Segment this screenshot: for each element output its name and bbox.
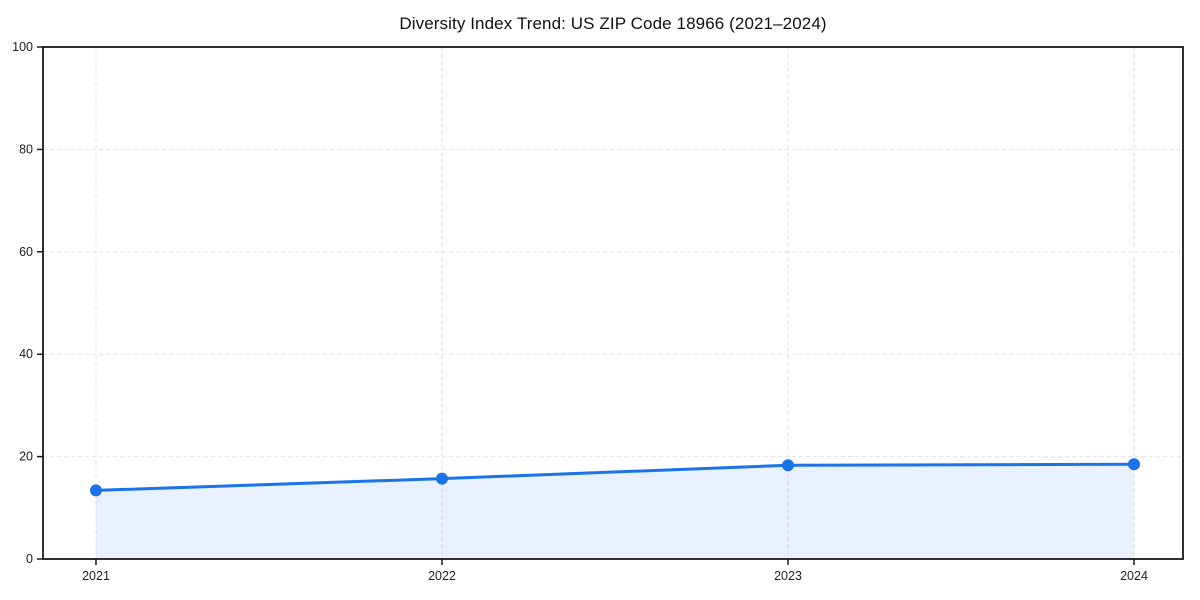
data-point-marker bbox=[782, 459, 794, 472]
data-point-marker bbox=[90, 484, 102, 497]
x-tick-label: 2024 bbox=[1120, 569, 1148, 583]
y-tick-label: 0 bbox=[26, 552, 33, 566]
y-tick-label: 60 bbox=[19, 245, 33, 259]
area-fill bbox=[96, 464, 1134, 559]
x-tick-label: 2022 bbox=[428, 569, 456, 583]
x-tick-label: 2021 bbox=[82, 569, 110, 583]
y-tick-label: 100 bbox=[12, 40, 33, 54]
y-tick-label: 20 bbox=[19, 450, 33, 464]
chart-title: Diversity Index Trend: US ZIP Code 18966… bbox=[399, 14, 827, 33]
trend-line bbox=[94, 462, 1136, 492]
y-tick-label: 40 bbox=[19, 347, 33, 361]
x-tick-label: 2023 bbox=[774, 569, 802, 583]
data-point-marker bbox=[1128, 458, 1140, 471]
y-tick-label: 80 bbox=[19, 142, 33, 156]
data-point-marker bbox=[436, 472, 448, 485]
plot-border bbox=[42, 46, 1184, 560]
